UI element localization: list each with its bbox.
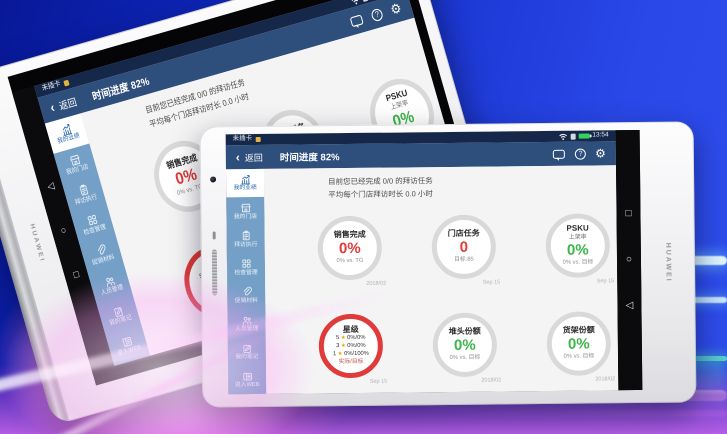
feedback-chat-icon[interactable]	[349, 13, 364, 27]
star-icon: ★	[340, 342, 346, 349]
gauge-shelf-share[interactable]: 货架份额 0% 0% vs. 目标 2018/02	[546, 311, 615, 382]
summary-line2: 平均每个门店拜访时长 0.0 小时	[328, 189, 433, 200]
visit-clipboard-icon	[242, 230, 250, 241]
tablet-front: 未插卡 13:54 ‹	[199, 121, 697, 408]
sidebar-item-materials[interactable]: 促销材料	[227, 281, 265, 310]
gauge-date: 2018/02	[481, 377, 502, 384]
sidebar-item-stores[interactable]: 我的门店	[53, 144, 98, 185]
help-icon[interactable]: ?	[370, 6, 385, 22]
sidebar-item-visits[interactable]: 拜访执行	[62, 174, 107, 215]
sidebar-item-stores[interactable]: 我的门店	[226, 197, 264, 226]
nav-recents-icon[interactable]: □	[72, 268, 81, 281]
back-chevron-icon[interactable]: ‹	[235, 149, 240, 164]
sidebar-item-staff[interactable]: 人员管理	[227, 310, 265, 339]
huawei-logo: HUAWEI	[28, 223, 46, 264]
gauge-sales-completion[interactable]: 销售完成 0% 0% vs. TG 2018/02	[317, 215, 386, 287]
sidebar-item-performance[interactable]: 我的业绩	[44, 113, 90, 154]
sim-alert-icon	[62, 79, 70, 87]
star-icon: ★	[337, 350, 343, 357]
gauge-date: 2018/02	[366, 280, 387, 287]
wifi-icon	[351, 0, 359, 4]
sidebar-item-visits[interactable]: 拜访执行	[227, 225, 265, 254]
tablet-front-bezel-right: HUAWEI	[640, 121, 697, 403]
gauge-date: 2018/02	[595, 376, 616, 383]
nav-home-icon[interactable]: ○	[625, 254, 633, 266]
sidebar-item-audit[interactable]: 检查管理	[227, 253, 265, 282]
store-icon	[70, 154, 80, 166]
gauge-display-share[interactable]: 堆头份额 0% 0% vs. 目标 2018/02	[432, 312, 501, 384]
nav-back-icon[interactable]: ◁	[46, 180, 56, 193]
android-navbar: □ ○ ◁	[615, 129, 643, 391]
network-doc-icon	[361, 0, 368, 2]
back-button[interactable]: 返回	[57, 95, 78, 112]
sidebar-item-notes[interactable]: 我的笔记	[228, 338, 266, 367]
clock-label: 13:54	[592, 131, 609, 139]
back-chevron-icon[interactable]: ‹	[48, 98, 57, 116]
gauge-date: Sep 15	[596, 278, 615, 285]
settings-gear-icon[interactable]: ⚙	[388, 0, 404, 18]
sidebar-item-web[interactable]: 进入WEB	[228, 366, 266, 395]
gauge-date: Sep 15	[482, 279, 501, 286]
tablet-front-screen: 未插卡 13:54 ‹	[225, 129, 643, 395]
sim-alert-icon	[255, 136, 261, 143]
wifi-icon	[558, 133, 567, 140]
gauge-date: Sep 15	[369, 378, 388, 385]
sidebar: 我的业绩 我的门店	[225, 168, 267, 395]
store-icon	[240, 203, 251, 213]
notes-icon	[242, 344, 251, 353]
audit-grid-icon	[241, 259, 251, 269]
help-icon[interactable]: ?	[575, 148, 587, 160]
star-icon: ★	[340, 334, 346, 341]
status-bar: 未插卡 13:54	[225, 130, 616, 146]
nav-back-icon[interactable]: ◁	[625, 300, 634, 312]
battery-icon	[578, 133, 590, 139]
light-sensor-icon	[212, 231, 216, 240]
light-streak	[447, 410, 727, 417]
performance-chart-icon	[62, 123, 72, 137]
huawei-logo: HUAWEI	[664, 242, 672, 283]
nav-recents-icon[interactable]: □	[625, 208, 632, 220]
page-title: 时间进度 82%	[279, 152, 340, 164]
back-button[interactable]: 返回	[244, 152, 263, 163]
dashboard-content: 目前您已经完成 0/0 的拜访任务 平均每个门店拜访时长 0.0 小时 销售完成…	[263, 165, 619, 394]
dashboard: 未插卡 13:54 ‹	[225, 130, 619, 395]
staff-people-icon	[242, 316, 251, 325]
visit-clipboard-icon	[79, 184, 88, 196]
speaker-grille	[211, 249, 217, 296]
nav-home-icon[interactable]: ○	[59, 224, 68, 237]
materials-paperclip-icon	[243, 287, 252, 296]
status-bar: 未插卡 13:54	[34, 0, 407, 98]
performance-chart-icon	[240, 175, 250, 185]
gauge-store-tasks[interactable]: 门店任务 0 目标:85 Sep 15	[431, 214, 500, 286]
carrier-label: 未插卡	[232, 135, 253, 143]
web-portal-icon	[242, 372, 252, 381]
settings-gear-icon[interactable]: ⚙	[595, 146, 606, 161]
sidebar-item-performance[interactable]: 我的业绩	[225, 168, 265, 198]
feedback-chat-icon[interactable]	[553, 149, 566, 159]
tablet-front-bezel-left	[200, 126, 229, 407]
gauge-psku[interactable]: PSKU 上架率 0% 0% vs. 目标 Sep 15	[545, 213, 614, 284]
camera-icon	[210, 176, 217, 183]
gauge-star-rating[interactable]: 星级 5★0%/0% 3★0%/0% 1★0%/100% 实际/目标 Sep 1…	[318, 313, 387, 385]
network-doc-icon	[570, 133, 576, 140]
